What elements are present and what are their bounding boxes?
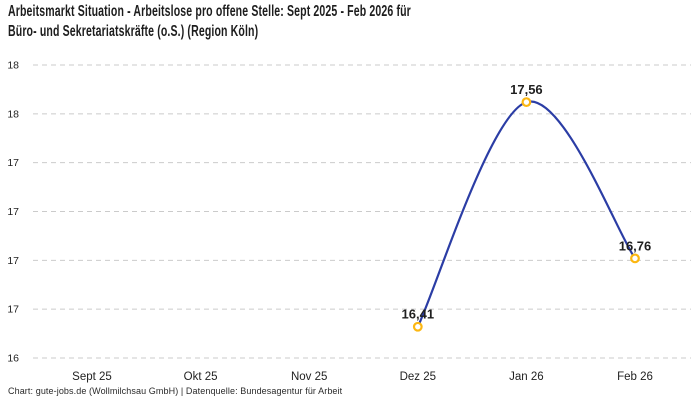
data-point-marker <box>412 321 423 332</box>
data-point-label: 16,41 <box>402 307 435 322</box>
y-tick-label: 18 <box>7 60 19 72</box>
data-point-label: 16,76 <box>619 238 652 253</box>
y-tick-label: 18 <box>7 108 19 120</box>
chart-credit: Chart: gute-jobs.de (Wollmilchsau GmbH) … <box>8 386 343 396</box>
y-tick-label: 16 <box>7 353 19 365</box>
y-tick-label: 17 <box>7 157 19 169</box>
trend-line <box>416 100 637 328</box>
x-tick-label: Okt 25 <box>184 371 218 383</box>
x-tick-label: Nov 25 <box>291 371 327 383</box>
x-tick-label: Sept 25 <box>72 371 112 383</box>
data-point-marker <box>630 253 640 264</box>
y-tick-label: 17 <box>7 206 19 218</box>
chart-title-line2: Büro- und Sekretariatskräfte (o.S.) (Reg… <box>8 23 259 40</box>
y-tick-label: 17 <box>7 304 19 316</box>
x-tick-label: Feb 26 <box>617 371 653 383</box>
x-tick-label: Jan 26 <box>509 371 544 383</box>
y-tick-label: 17 <box>7 255 19 267</box>
chart-title: Arbeitsmarkt Situation - Arbeitslose pro… <box>8 2 688 42</box>
chart-title-line1: Arbeitsmarkt Situation - Arbeitslose pro… <box>8 3 411 20</box>
data-point-label: 17,56 <box>510 82 543 97</box>
data-point-marker <box>521 97 532 108</box>
x-tick-label: Dez 25 <box>400 371 436 383</box>
